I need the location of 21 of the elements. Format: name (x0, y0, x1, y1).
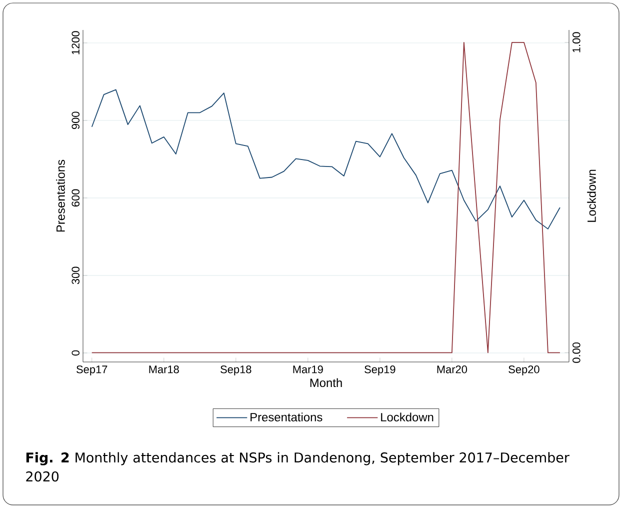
y-tick-label: 1200 (72, 31, 80, 54)
line-series (91, 89, 560, 230)
y-tick-label: 600 (72, 189, 80, 206)
y2-axis-title: Lockdown (587, 170, 596, 222)
x-tick-label: Mar19 (293, 366, 323, 374)
y-tick-label: 0 (72, 350, 80, 356)
legend-label: Lockdown (381, 412, 434, 422)
x-tick-label: Sep17 (76, 366, 108, 376)
x-tick-label: Mar18 (149, 366, 179, 374)
y-tick-label: 300 (72, 266, 80, 284)
x-tick-label: Sep18 (220, 366, 252, 376)
y-tick-label: 900 (72, 112, 80, 130)
y-axis-title: Presentations (56, 160, 65, 232)
x-tick-label: Sep19 (364, 366, 396, 376)
text: Fig. 2 Monthly attendances at NSPs in Dandenong, September 2017–December 2020 (26, 452, 570, 482)
legend-label: Presentations (250, 412, 322, 422)
x-tick-label: Mar20 (437, 366, 468, 374)
x-axis-title: Month (310, 378, 342, 388)
y2-tick-label: 0.00 (572, 342, 580, 363)
y2-tick-label: 1.00 (572, 32, 580, 52)
x-tick-label: Sep20 (508, 366, 540, 376)
